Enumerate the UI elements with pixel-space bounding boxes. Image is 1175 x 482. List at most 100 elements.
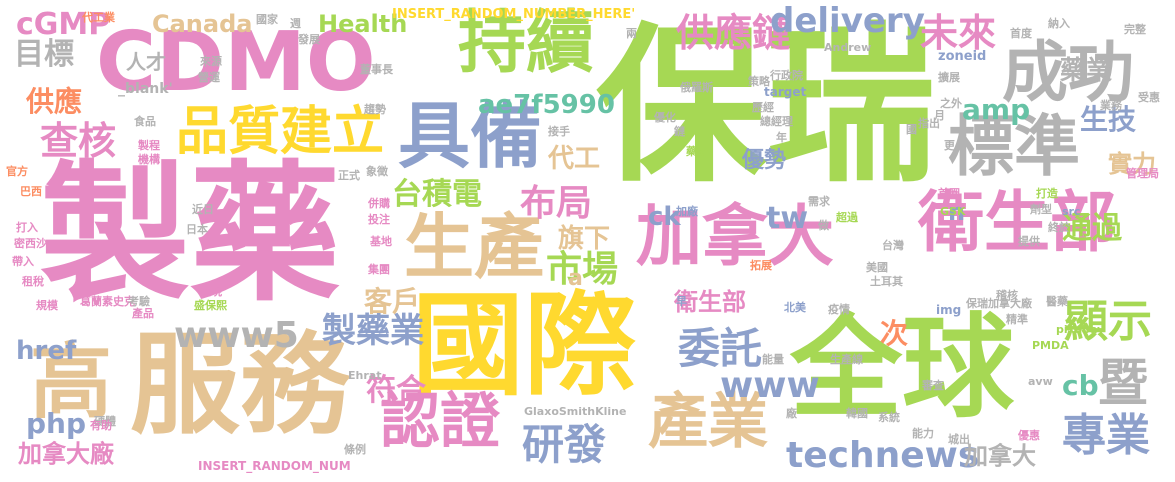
word-baorui: 保瑞 xyxy=(596,8,937,206)
word-gongying: 供應 xyxy=(26,85,83,118)
word-yiyao: 醫藥 xyxy=(1046,295,1068,308)
word-ci: 次 xyxy=(880,317,909,350)
word-guo: 國 xyxy=(906,123,917,136)
word-zhicheng: 製程 xyxy=(138,139,160,152)
word-youhua: 優化 xyxy=(654,111,676,124)
word-yaowu: 藥物 xyxy=(686,145,708,158)
word-xingzhengyuan: 行政院 xyxy=(770,69,803,82)
word-binggou: 併購 xyxy=(368,197,390,210)
word-php: php xyxy=(26,407,87,440)
word-kehu: 客戶 xyxy=(364,285,421,318)
word-guanliju: 管理局 xyxy=(1126,167,1159,180)
word-weishengbu: 衛生部 xyxy=(918,184,1116,261)
word-xianshi: 顯示 xyxy=(1064,296,1152,347)
word-shoudu: 首度 xyxy=(1010,27,1032,40)
word-weituo: 委託 xyxy=(678,324,763,373)
word-jianada: 加拿大 xyxy=(636,198,834,275)
word-laiyuan: 來源 xyxy=(200,55,222,68)
word-celue: 策略 xyxy=(748,75,770,88)
word-src: src xyxy=(1062,205,1081,218)
word-ji: 暨 xyxy=(1098,354,1148,412)
word-cdmo: CDMO xyxy=(96,15,376,110)
word-zao: 早 xyxy=(676,295,687,308)
word-kaoyan: 考驗 xyxy=(128,295,150,308)
word-guanfang: 官方 xyxy=(6,165,28,178)
word-a: a xyxy=(568,266,583,291)
word-shouhui: 受惠 xyxy=(1138,91,1160,104)
word-avw: avw xyxy=(1028,375,1053,388)
word-yanfa: 研發 xyxy=(522,420,607,469)
word-dongshizhang: 董事長 xyxy=(360,63,393,76)
word-yiqing: 疫情 xyxy=(828,303,850,316)
word-zhiyao: 製藥 xyxy=(40,148,341,322)
word-meiguo: 美國 xyxy=(866,261,888,274)
word-mubiao: 目標 xyxy=(14,37,74,72)
word-shengchan: 生產 xyxy=(404,206,544,288)
word-img: img xyxy=(936,303,962,317)
word-zhichu: 指出 xyxy=(918,117,940,130)
word-glaxo: GlaxoSmithKline xyxy=(524,405,627,418)
word-guoji: 國際 xyxy=(412,281,636,411)
word-tigong: 提供 xyxy=(1018,235,1040,248)
word-baoruijianadachang: 保瑞加拿大廠 xyxy=(966,297,1032,310)
word-rencai: 人才 xyxy=(126,50,166,74)
word-insert1: INSERT_RANDOM_NUMBER_HERE' xyxy=(392,7,636,22)
word-guojia: 國家 xyxy=(256,13,278,26)
word-chenggong: 成功 xyxy=(1002,34,1134,111)
word-zhongyu: 終於 xyxy=(1048,221,1070,234)
word-health: Health xyxy=(318,10,408,38)
word-hanguo: 韓國 xyxy=(846,407,868,420)
word-naru: 納入 xyxy=(1048,17,1070,30)
word-yingti: 硬體 xyxy=(94,415,116,428)
word-yingyun: 營運 xyxy=(198,71,220,84)
word-kuozhan: 擴展 xyxy=(938,71,960,84)
word-dazao: 打造 xyxy=(1036,187,1058,200)
word-jingzhun: 精準 xyxy=(1006,313,1028,326)
word-pinzhi: 品質建立 xyxy=(176,102,385,162)
word-zongjingli: 總經理 xyxy=(760,115,793,128)
word-shili: 實力 xyxy=(1108,150,1156,178)
word-pixabay: pixabay xyxy=(1056,323,1105,336)
word-youzhu: 有助 xyxy=(90,419,112,432)
word-youhui: 優惠 xyxy=(1018,429,1040,442)
word-jiachang: 加廠 xyxy=(676,205,698,218)
word-xiangzheng: 象徵 xyxy=(366,165,388,178)
word-zhiyaoye: 製藥業 xyxy=(322,311,424,351)
word-tuerqi: 土耳其 xyxy=(870,275,903,288)
word-jixing: 劑型 xyxy=(1030,203,1052,216)
word-shengbaoxi: 盛保熙 xyxy=(194,299,227,312)
word-canada: Canada xyxy=(152,10,253,38)
word-lijing: 歷經 xyxy=(752,101,774,114)
word-mixixi: 密西沙 xyxy=(14,237,47,250)
word-nian: 年 xyxy=(776,131,787,144)
word-nengliang: 能量 xyxy=(762,353,784,366)
word-cgmp: cGMP xyxy=(16,7,111,42)
word-zhou: 週 xyxy=(290,17,301,30)
word-tiaoli: 條例 xyxy=(344,443,366,456)
word-jiesou: 接手 xyxy=(548,125,570,138)
word-eluosi: 俄羅斯 xyxy=(680,81,713,94)
word-beimei: 北美 xyxy=(784,301,806,314)
word-taijidian: 台積電 xyxy=(392,177,482,212)
word-dairu: 帶入 xyxy=(12,255,34,268)
word-gsk: GSK xyxy=(940,205,966,218)
word-zuo: 做 xyxy=(818,219,829,232)
word-jigou: 機構 xyxy=(138,153,160,166)
word-liang: 兩 xyxy=(626,27,637,40)
word-weishengbu2: 衛生部 xyxy=(674,288,746,316)
word-jituan: 集團 xyxy=(368,263,390,276)
word-fuwu: 服務 xyxy=(130,321,350,449)
word-buju: 布局 xyxy=(520,183,593,224)
word-qushi: 趨勢 xyxy=(364,103,386,116)
word-guimo: 規模 xyxy=(36,299,58,312)
word-riben: 日本 xyxy=(186,223,208,236)
word-xitong: 系統 xyxy=(878,411,900,424)
word-n: n xyxy=(948,198,966,226)
word-daru: 打入 xyxy=(16,221,38,234)
word-chengchu: 城出 xyxy=(948,433,970,446)
word-lian: 鏈 xyxy=(674,125,685,138)
word-touzi: 投注 xyxy=(368,213,390,226)
word-youshi: 優勢 xyxy=(742,148,787,173)
word-gao: 高 xyxy=(30,335,113,430)
word-jianada2: 加拿大 xyxy=(964,442,1036,470)
